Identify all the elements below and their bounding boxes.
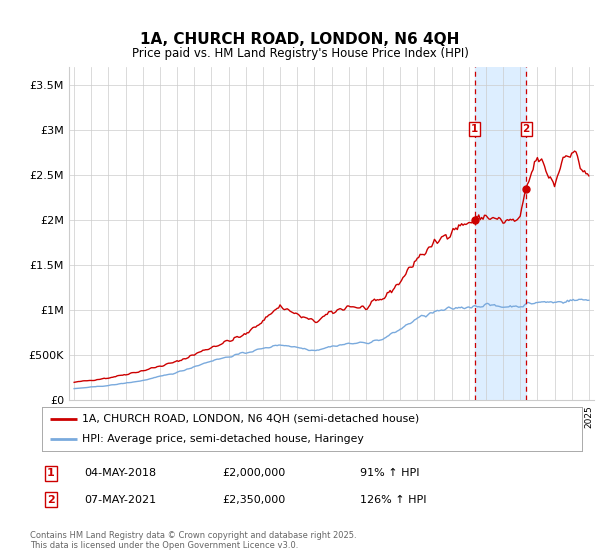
- Text: 91% ↑ HPI: 91% ↑ HPI: [360, 468, 419, 478]
- Text: 126% ↑ HPI: 126% ↑ HPI: [360, 494, 427, 505]
- Text: 2: 2: [47, 494, 55, 505]
- Text: 1A, CHURCH ROAD, LONDON, N6 4QH: 1A, CHURCH ROAD, LONDON, N6 4QH: [140, 32, 460, 48]
- Text: 04-MAY-2018: 04-MAY-2018: [84, 468, 156, 478]
- Text: £2,000,000: £2,000,000: [222, 468, 285, 478]
- Text: HPI: Average price, semi-detached house, Haringey: HPI: Average price, semi-detached house,…: [83, 434, 364, 444]
- Text: 2: 2: [523, 124, 530, 134]
- Text: Contains HM Land Registry data © Crown copyright and database right 2025.
This d: Contains HM Land Registry data © Crown c…: [30, 531, 356, 550]
- Text: 07-MAY-2021: 07-MAY-2021: [84, 494, 156, 505]
- Text: £2,350,000: £2,350,000: [222, 494, 285, 505]
- Text: 1A, CHURCH ROAD, LONDON, N6 4QH (semi-detached house): 1A, CHURCH ROAD, LONDON, N6 4QH (semi-de…: [83, 414, 420, 424]
- Bar: [475, 67, 526, 400]
- Text: Price paid vs. HM Land Registry's House Price Index (HPI): Price paid vs. HM Land Registry's House …: [131, 47, 469, 60]
- Text: 1: 1: [471, 124, 478, 134]
- Text: 1: 1: [47, 468, 55, 478]
